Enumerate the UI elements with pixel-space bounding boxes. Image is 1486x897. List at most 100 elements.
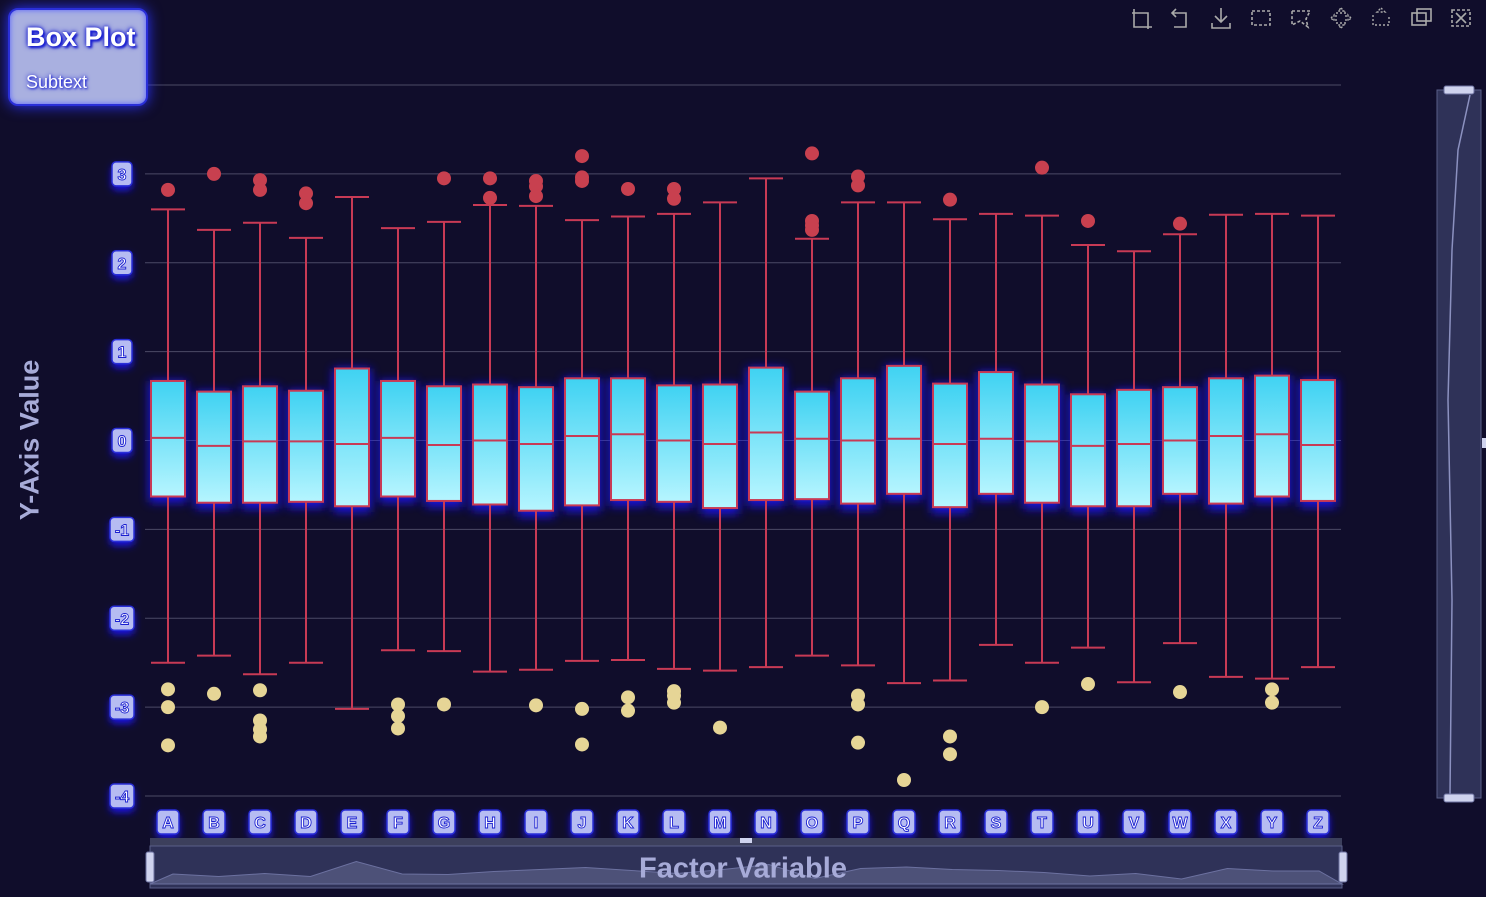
- outlier-point: [1265, 695, 1279, 710]
- outlier-point: [529, 698, 543, 713]
- outlier-point: [621, 181, 635, 196]
- y-tick: -2: [109, 605, 135, 635]
- download-button[interactable]: [1206, 4, 1236, 32]
- outlier-point: [851, 735, 865, 750]
- x-tick-label: U: [1082, 815, 1094, 832]
- y-tick-label: 1: [118, 345, 127, 362]
- fullscreen-icon: [1451, 9, 1471, 27]
- outlier-point: [575, 701, 589, 716]
- y-tick: 2: [111, 250, 133, 279]
- y-zoom-preview: [1447, 94, 1471, 796]
- x-zoom-preview: [149, 860, 1344, 885]
- outlier-point: [161, 700, 175, 715]
- x-tick-label: H: [484, 815, 496, 832]
- zoom-in-button[interactable]: [1366, 4, 1396, 32]
- outlier-point: [1035, 700, 1049, 715]
- y-axis-ticks: 3 2 1 0 -1 -2 -3 -4: [109, 161, 135, 812]
- outlier-point: [1081, 677, 1095, 692]
- y-tick-label: 3: [118, 167, 127, 184]
- box-T: [1023, 214, 1061, 664]
- restore-button[interactable]: [1406, 4, 1436, 32]
- outlier-point: [299, 196, 313, 211]
- x-tick-label: T: [1037, 815, 1047, 832]
- x-tick-label: M: [713, 815, 726, 832]
- zoom-button[interactable]: [1126, 4, 1156, 32]
- data-zoom-slider[interactable]: [145, 85, 1486, 889]
- y-axis-label: Y-Axis Value: [14, 359, 45, 521]
- box-L: [655, 212, 693, 670]
- box-body: [1300, 379, 1336, 502]
- outlier-point: [253, 173, 267, 188]
- y-zoom-grip: [1482, 438, 1486, 448]
- x-zoom-grip: [740, 838, 752, 843]
- box-body: [1208, 377, 1244, 505]
- outlier-point: [483, 190, 497, 205]
- outlier-point: [805, 222, 819, 237]
- x-tick-M: M: [708, 809, 732, 838]
- outlier-point: [391, 721, 405, 736]
- x-tick-label: X: [1221, 815, 1232, 832]
- box-body: [702, 383, 738, 510]
- y-tick-badge: [111, 427, 133, 454]
- x-tick-Z: Z: [1306, 809, 1330, 838]
- chart-subtitle: Subtext: [26, 72, 88, 92]
- x-tick-badge: [386, 809, 410, 835]
- x-tick-W: W: [1168, 809, 1192, 838]
- x-tick-label: J: [578, 815, 587, 832]
- x-tick-G: G: [432, 809, 456, 838]
- x-tick-O: O: [800, 809, 824, 838]
- outlier-point: [621, 690, 635, 705]
- x-tick-label: R: [944, 815, 956, 832]
- y-tick-label: -1: [115, 522, 129, 539]
- rect-select-button[interactable]: [1246, 4, 1276, 32]
- outlier-point: [437, 171, 451, 186]
- x-tick-K: K: [616, 809, 640, 838]
- box-Q: [885, 201, 923, 685]
- box-body: [426, 385, 462, 502]
- outlier-point: [943, 729, 957, 744]
- outlier-point: [1265, 682, 1279, 697]
- pan-button[interactable]: [1326, 4, 1356, 32]
- outlier-point: [805, 146, 819, 161]
- x-tick-badge: [938, 809, 962, 835]
- outlier-point: [161, 738, 175, 753]
- outlier-point: [529, 179, 543, 194]
- outlier-point: [253, 683, 267, 698]
- y-zoom-handle-bottom: [1443, 793, 1475, 803]
- fullscreen-button[interactable]: [1446, 4, 1476, 32]
- y-tick-label: -4: [115, 789, 129, 806]
- outlier-point: [391, 709, 405, 724]
- x-tick-A: A: [156, 809, 180, 838]
- x-tick-badge: [156, 809, 180, 835]
- x-zoom-handle-right: [1338, 851, 1348, 883]
- outlier-point: [575, 737, 589, 752]
- lasso-select-icon: [1291, 10, 1312, 29]
- box-B: [195, 228, 233, 657]
- restore-icon: [1411, 8, 1432, 26]
- outlier-point: [391, 697, 405, 712]
- box-E: [333, 195, 371, 710]
- box-body: [748, 366, 784, 502]
- zoom-reset-button[interactable]: [1166, 4, 1196, 32]
- x-tick-label: G: [438, 815, 450, 832]
- box-O: [793, 237, 831, 657]
- lasso-select-button[interactable]: [1286, 4, 1316, 32]
- x-tick-badge: [1076, 809, 1100, 835]
- outlier-point: [161, 182, 175, 197]
- outlier-point: [667, 191, 681, 206]
- y-tick: -1: [109, 516, 135, 546]
- y-tick-badge: [109, 783, 135, 809]
- outlier-point: [1035, 160, 1049, 175]
- box-D: [287, 236, 325, 664]
- box-series: [149, 177, 1337, 710]
- x-tick-label: Z: [1313, 815, 1323, 832]
- y-tick-badge: [109, 516, 135, 543]
- outlier-point: [851, 697, 865, 712]
- y-tick: -3: [109, 694, 135, 724]
- x-tick-badge: [846, 809, 870, 835]
- x-tick-badge: [754, 809, 778, 835]
- outlier-point: [1081, 213, 1095, 228]
- x-tick-F: F: [386, 809, 410, 838]
- box-F: [379, 227, 417, 652]
- box-body: [288, 389, 324, 503]
